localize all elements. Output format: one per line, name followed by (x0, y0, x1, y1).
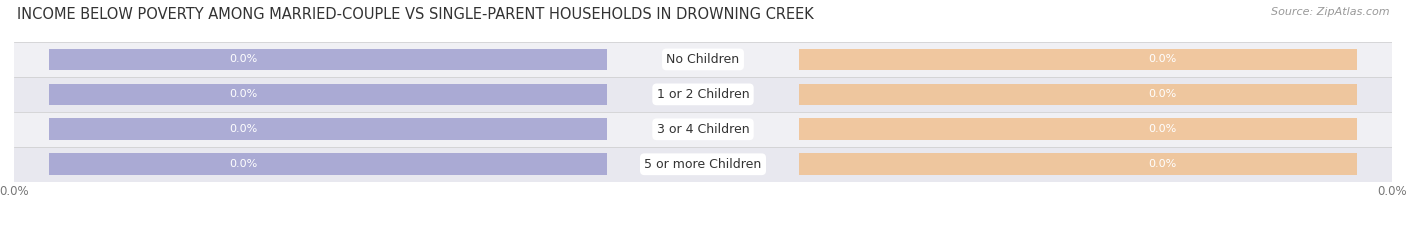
Text: 0.0%: 0.0% (229, 89, 257, 99)
Text: 0.0%: 0.0% (229, 159, 257, 169)
Bar (800, 49, 1358, 70)
Text: 0.0%: 0.0% (1149, 124, 1177, 134)
Bar (800, 154, 1358, 175)
Bar (48, 118, 606, 140)
Bar (800, 84, 1358, 105)
Bar (800, 118, 1358, 140)
Text: No Children: No Children (666, 53, 740, 66)
Text: 0.0%: 0.0% (1149, 159, 1177, 169)
Bar (14, 147, 1392, 182)
Bar (48, 84, 606, 105)
Bar (48, 154, 606, 175)
Text: 0.0%: 0.0% (1149, 89, 1177, 99)
Text: 0.0%: 0.0% (229, 55, 257, 64)
Bar (14, 42, 1392, 77)
Text: 0.0%: 0.0% (229, 124, 257, 134)
Bar (14, 77, 1392, 112)
Text: INCOME BELOW POVERTY AMONG MARRIED-COUPLE VS SINGLE-PARENT HOUSEHOLDS IN DROWNIN: INCOME BELOW POVERTY AMONG MARRIED-COUPL… (17, 7, 814, 22)
Text: 1 or 2 Children: 1 or 2 Children (657, 88, 749, 101)
Text: 3 or 4 Children: 3 or 4 Children (657, 123, 749, 136)
Bar (14, 112, 1392, 147)
Text: Source: ZipAtlas.com: Source: ZipAtlas.com (1271, 7, 1389, 17)
Text: 5 or more Children: 5 or more Children (644, 158, 762, 171)
Legend: Married Couples, Single Parents: Married Couples, Single Parents (569, 231, 837, 233)
Bar (48, 49, 606, 70)
Text: 0.0%: 0.0% (1149, 55, 1177, 64)
